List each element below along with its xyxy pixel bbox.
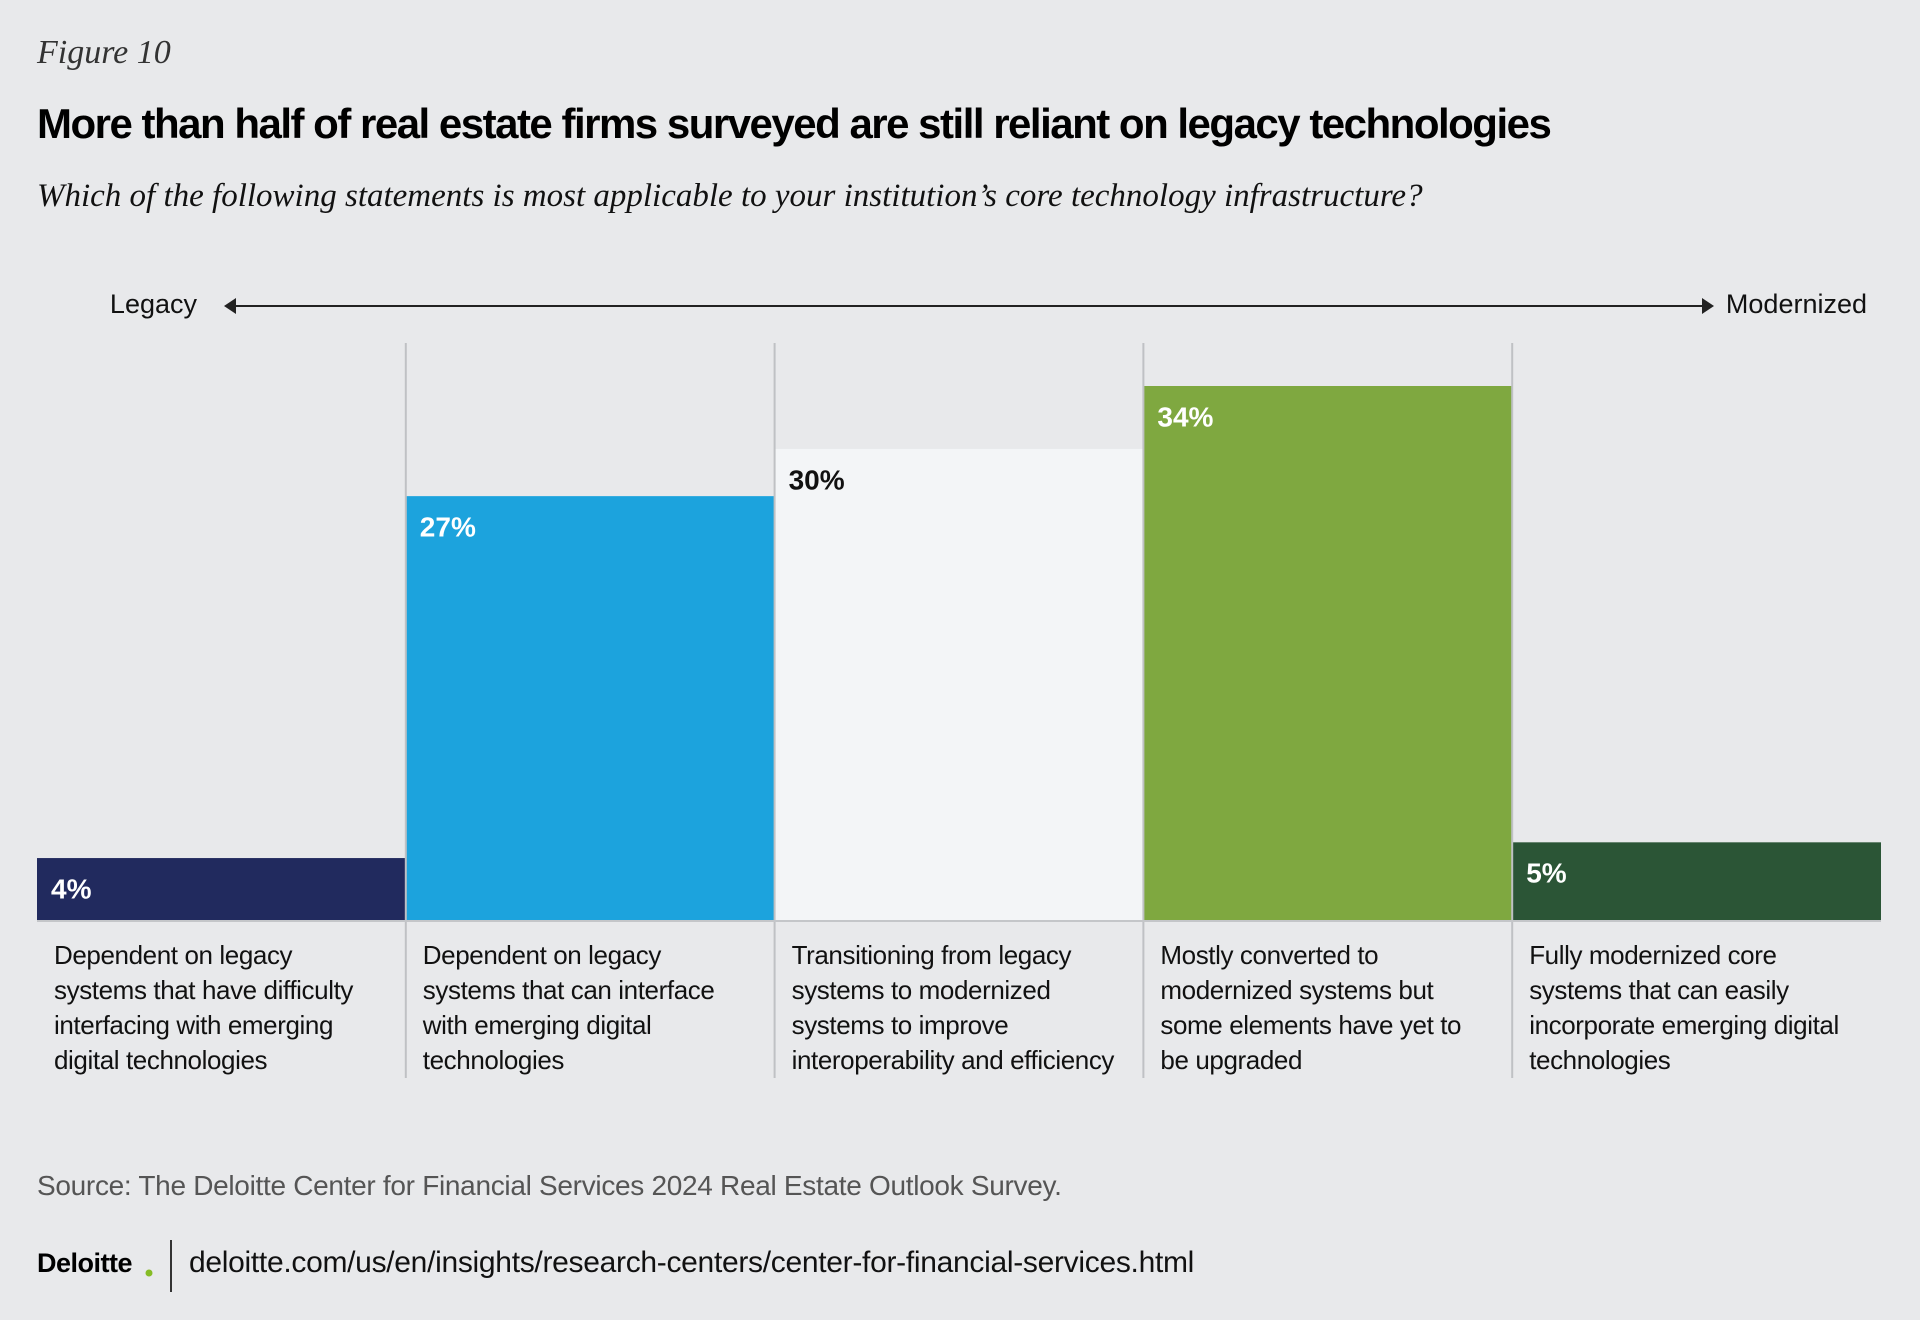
url: deloitte.com/us/en/insights/research-cen… [189,1246,1195,1279]
bar [405,496,775,921]
bar [1143,386,1513,921]
arrow-head [1702,298,1714,314]
value-label: 5% [1526,858,1567,889]
arrow-head [224,298,236,314]
value-label: 30% [789,464,845,495]
bars: 4% 27% 30% 34% 5% [37,343,1881,1078]
bar [37,858,406,921]
figure-label: Figure 10 [37,34,171,71]
value-label: 4% [51,873,92,904]
brand: Deloitte [37,1248,133,1278]
category-label: Mostly converted to modernized systems b… [1160,940,1462,1075]
value-label: 34% [1157,401,1213,432]
scale-label-left: Legacy [110,289,198,319]
source: Source: The Deloitte Center for Financia… [37,1170,1062,1201]
category-label: Dependent on legacy systems that have di… [54,940,354,1075]
chart-subtitle: Which of the following statements is mos… [37,178,1423,214]
bar [774,448,1144,921]
bar [1512,842,1881,921]
category-label: Dependent on legacy systems that can int… [422,940,715,1075]
chart-title: More than half of real estate firms surv… [37,100,1552,147]
scale-label-right: Modernized [1726,289,1867,319]
value-label: 27% [420,512,476,543]
brand-dot [145,1269,153,1277]
category-label: Transitioning from legacy systems to mod… [791,940,1115,1075]
category-label: Fully modernized core systems that can e… [1529,940,1839,1075]
